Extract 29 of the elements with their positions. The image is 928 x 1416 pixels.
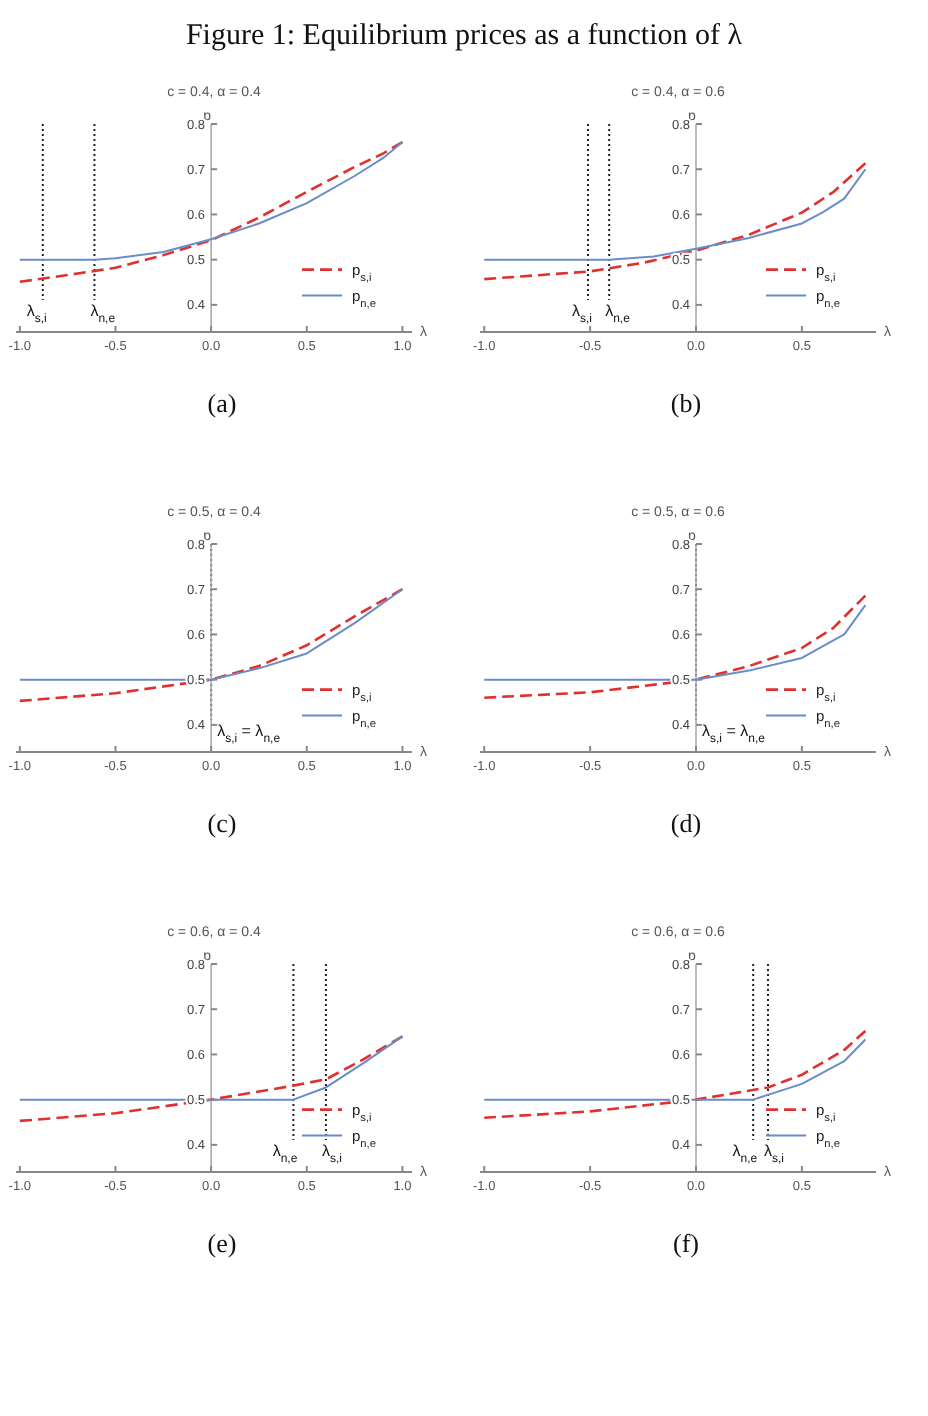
ref-line-label: λ$_{s,i}$ (764, 1142, 784, 1166)
line-series (483, 604, 867, 681)
ref-line-label: λ$_{s,i}$ (321, 1142, 342, 1166)
text: (f) (673, 1228, 699, 1258)
line-series (482, 162, 867, 281)
line-series (18, 1035, 404, 1123)
ref-line-label: λ$_{n,e}$ (272, 1142, 299, 1166)
line-series (483, 1038, 867, 1101)
line-series (18, 588, 404, 681)
line-series (483, 168, 867, 261)
text: (a) (207, 388, 237, 418)
caption: Figure 1: Equilibrium prices as a function of λ (185, 20, 744, 52)
text: (c) (207, 808, 237, 838)
ref-line-label: λ$_{n,e}$ (605, 302, 632, 326)
line-series (482, 1029, 867, 1120)
ref-line-label: λ$_{n,e}$ (90, 302, 117, 326)
line-series (18, 141, 404, 261)
line-series (18, 1035, 404, 1101)
text: (d) (670, 808, 702, 838)
ref-line-label: λ$_{s,i}$ (572, 302, 592, 326)
text: (e) (207, 1228, 237, 1258)
ref-line-label: λ$_{n,e}$ (732, 1142, 759, 1166)
ref-line-label: λ$_{s,i}$ = λ$_{n,e}$ (217, 722, 282, 746)
ref-line-label: λ$_{s,i}$ = λ$_{n,e}$ (702, 722, 767, 746)
line-series (18, 587, 404, 703)
ref-line-label: λ$_{s,i}$ (26, 302, 47, 326)
line-series (18, 140, 404, 284)
text: (b) (670, 388, 702, 418)
line-series (482, 594, 867, 700)
